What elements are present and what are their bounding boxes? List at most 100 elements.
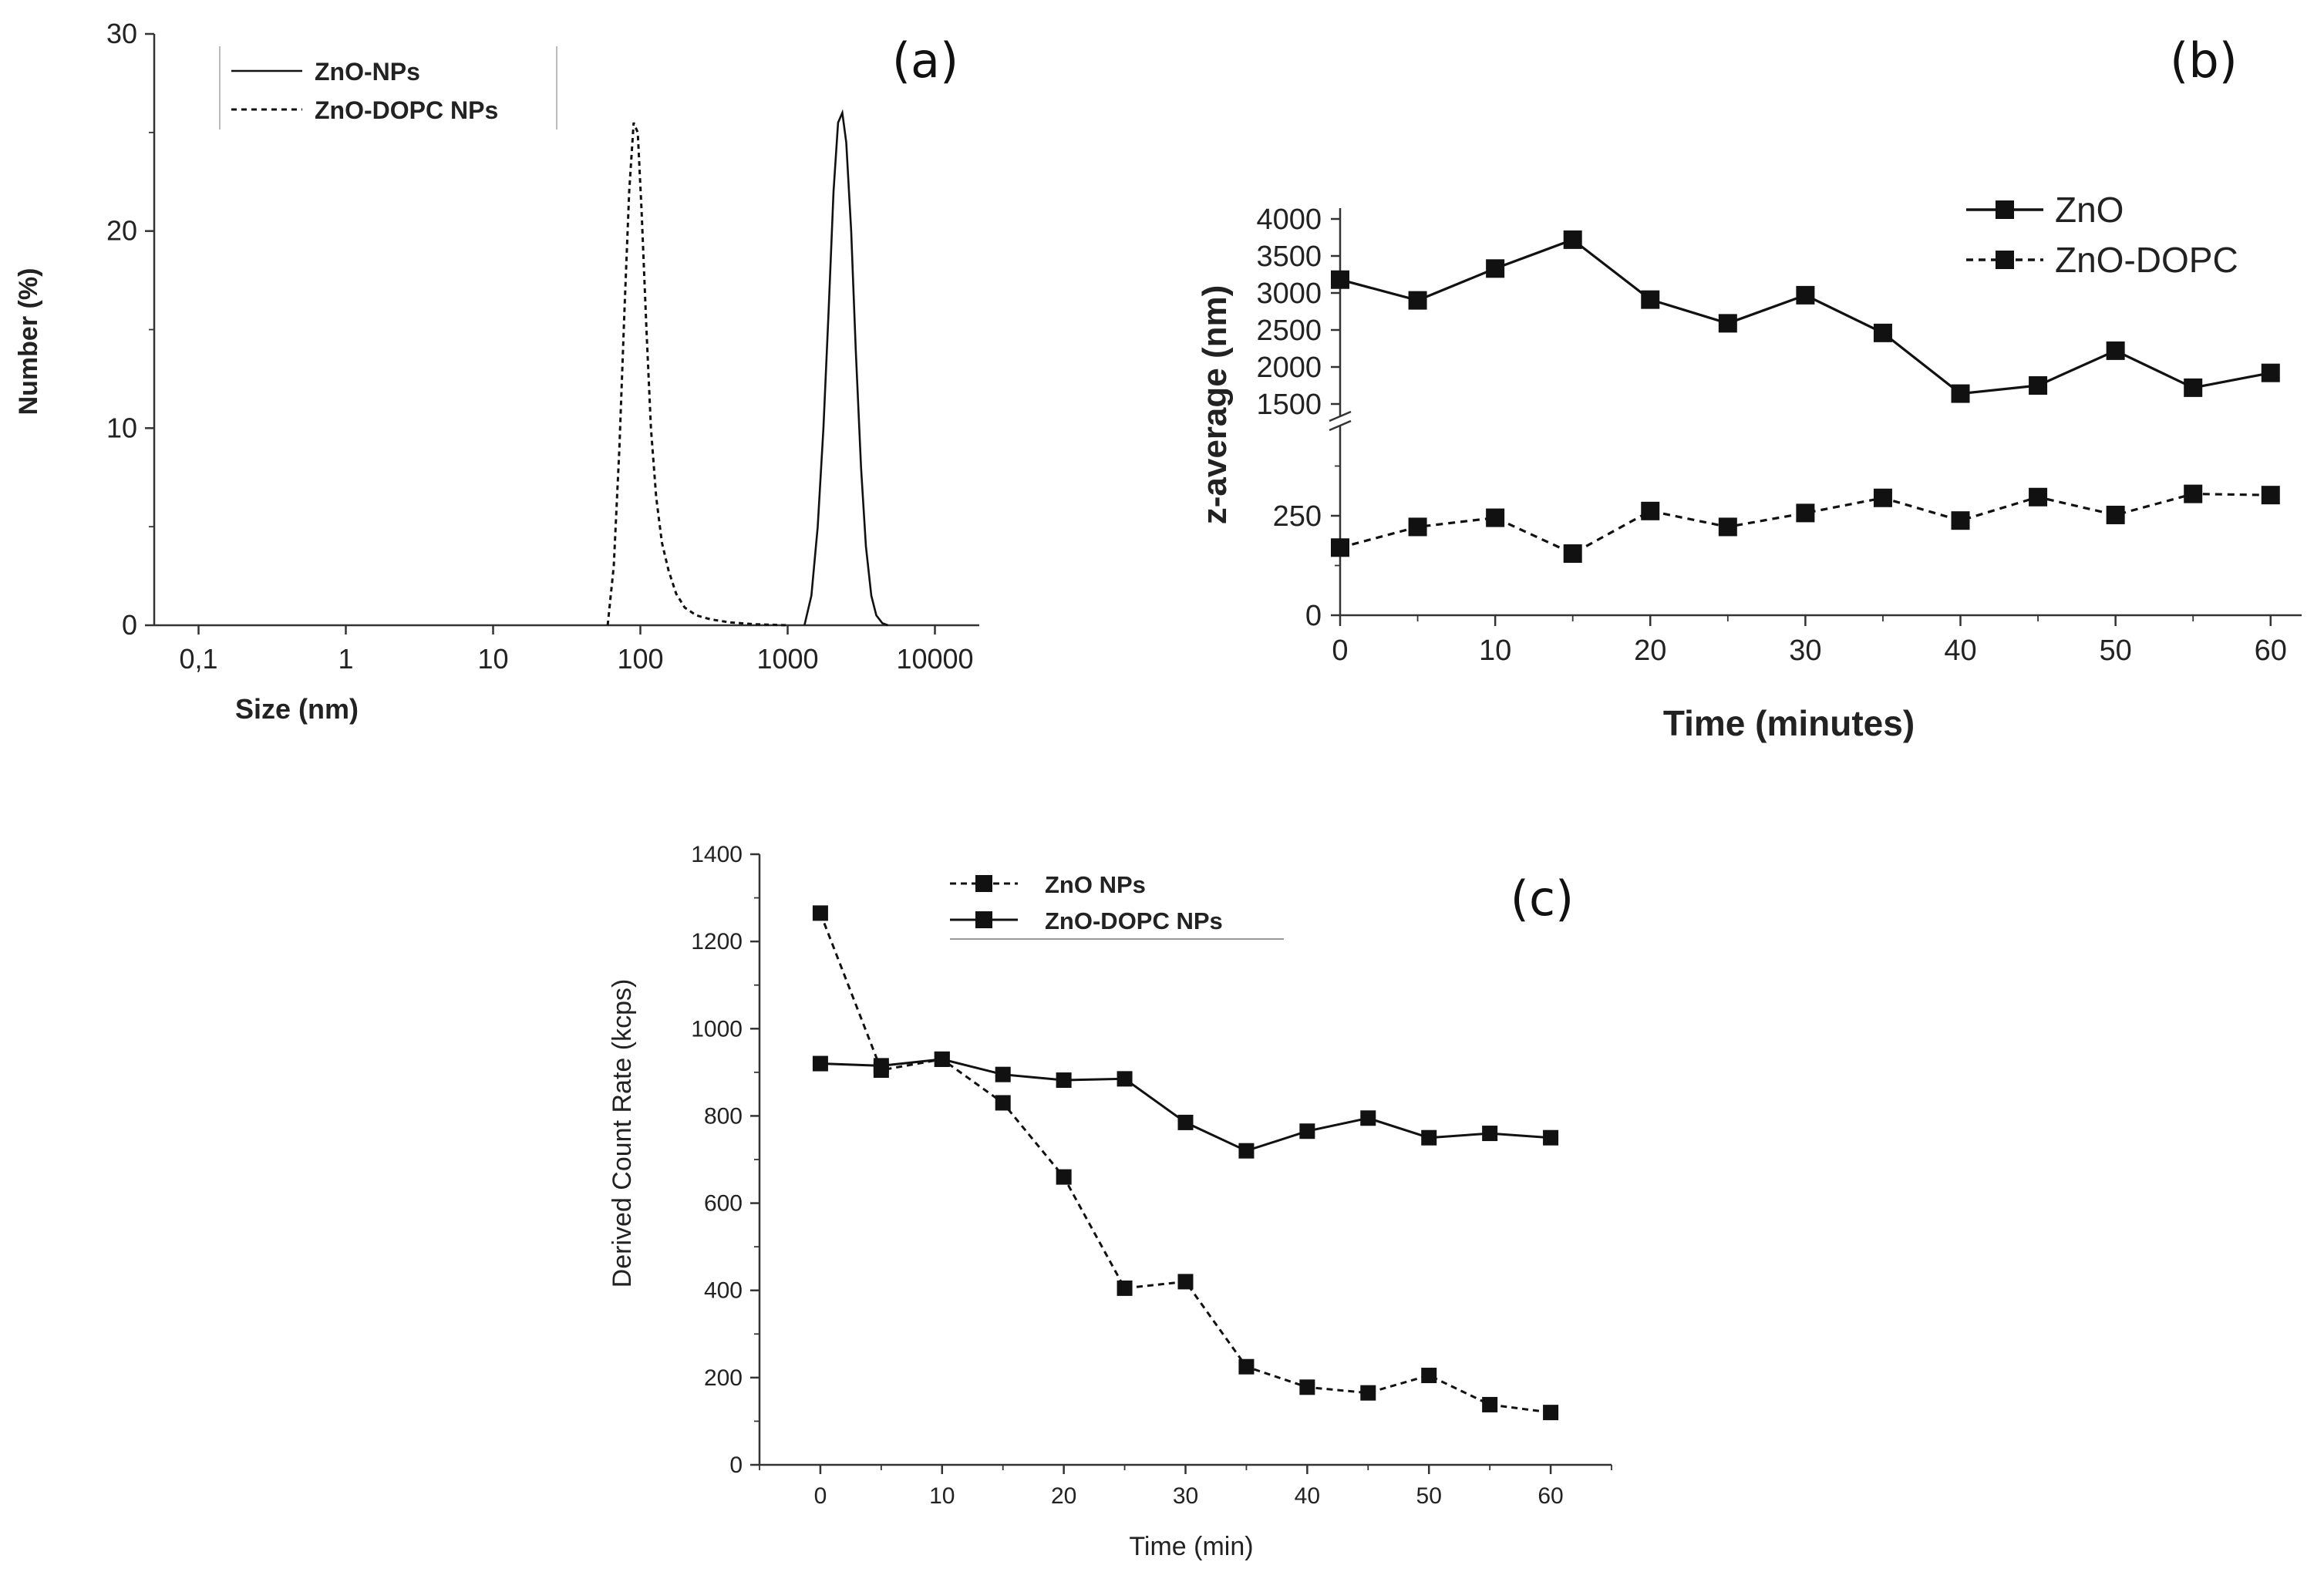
panel-c-zno-dopc-nps-marker [934, 1051, 950, 1067]
panel-c-zno-nps-marker [995, 1095, 1011, 1111]
panel-c-xtick-label: 10 [929, 1483, 955, 1509]
panel-b-ylabel: z-average (nm) [1196, 285, 1234, 525]
panel-a-xtick-label: 1000 [756, 643, 818, 675]
panel-c-ytick-label: 1000 [691, 1016, 743, 1042]
panel-b-zno-marker [2029, 376, 2048, 395]
panel-c-ytick-label: 800 [704, 1103, 743, 1129]
panel-b-zno-dopc-marker [1486, 508, 1505, 527]
panel-c-zno-dopc-nps-marker [1543, 1129, 1559, 1146]
panel-c-zno-nps-marker [1543, 1405, 1559, 1421]
panel-a-series-zno-nps-line [803, 109, 889, 627]
panel-c-ytick-label: 600 [704, 1191, 743, 1217]
legend-b-zno: ZnO [2055, 190, 2124, 230]
panel-c-ytick-label: 0 [729, 1453, 743, 1478]
panel-c-zno-dopc-nps-marker [1421, 1129, 1437, 1146]
panel-a-xlabel: Size (nm) [235, 693, 359, 725]
panel-c-zno-nps-marker [1482, 1396, 1498, 1412]
chart-panel-a: (a) Size (nm) Number (%) 0,1 1 10 100 1000 10… [14, 18, 979, 725]
panel-a-series-zno-dopc-nps-line [606, 122, 788, 627]
panel-c-zno-dopc-nps-marker [873, 1058, 889, 1074]
panel-c-zno-dopc-nps-marker [1299, 1123, 1315, 1139]
panel-b-zno-marker [1951, 384, 1970, 403]
panel-b-zno-marker [2184, 378, 2203, 397]
panel-b-zno-marker [2261, 363, 2280, 382]
panel-b-zno-dopc-marker [2184, 484, 2203, 503]
panel-a-ytick-label: 20 [106, 215, 137, 247]
panel-b-zno-dopc-marker [1563, 544, 1582, 564]
panel-a-xtick-label: 100 [617, 643, 663, 675]
chart-panel-c: (c) Time (min) Derived Count Rate (kcps)… [608, 842, 1612, 1561]
legend-c-zno-nps: ZnO NPs [1045, 871, 1146, 898]
panel-a-ylabel: Number (%) [14, 268, 43, 416]
panel-b-zno-marker [1796, 285, 1815, 305]
panel-b-ytick-label: 4000 [1256, 204, 1322, 236]
panel-c-zno-dopc-nps-marker [1177, 1114, 1194, 1130]
panel-c-zno-nps-marker [812, 905, 828, 921]
chart-panel-b: (b) Time (minutes) z-average (nm) 0 10 20 3… [1196, 32, 2302, 743]
panel-b-xtick-label: 0 [1332, 635, 1348, 667]
panel-b-zno-dopc-marker [1331, 538, 1349, 557]
panel-c-zno-dopc-nps-marker [1056, 1072, 1072, 1089]
panel-a-xtick-label: 1 [338, 643, 353, 675]
panel-b-zno-marker [1641, 290, 1660, 309]
panel-c-zno-dopc-nps-marker [1238, 1143, 1255, 1159]
panel-a-ytick-label: 10 [106, 412, 137, 443]
legend-c-zno-marker [975, 875, 992, 892]
panel-c-xtick-label: 40 [1295, 1483, 1320, 1509]
panel-c-ytick-label: 1400 [691, 842, 743, 867]
panel-b-axis-break-mark [1329, 419, 1352, 432]
panel-c-label: (c) [1511, 870, 1574, 927]
panel-b-zno-marker [1408, 291, 1427, 310]
panel-c-zno-nps-marker [1177, 1274, 1194, 1290]
panel-c-zno-dopc-nps-marker [812, 1055, 828, 1072]
panel-b-legend: ZnO ZnO-DOPC [1966, 190, 2238, 280]
legend-b-zno-marker [1996, 200, 2014, 219]
panel-c-ylabel: Derived Count Rate (kcps) [608, 979, 637, 1288]
panel-c-ytick-label: 400 [704, 1278, 743, 1304]
panel-b-ytick-label: 2500 [1256, 315, 1322, 347]
panel-c-zno-nps-marker [1056, 1169, 1072, 1185]
panel-b-zno-marker [2106, 341, 2125, 360]
panel-b-zno-marker [1563, 230, 1582, 249]
panel-b-ytick-label: 3500 [1256, 241, 1322, 273]
panel-b-zno-dopc-marker [1873, 488, 1892, 507]
panel-a-xtick-label: 10000 [896, 643, 973, 675]
panel-b-ytick-label: 250 [1273, 500, 1322, 533]
legend-c-zno-dopc-nps: ZnO-DOPC NPs [1045, 907, 1223, 934]
panel-c-zno-dopc-nps-marker [1117, 1071, 1133, 1087]
panel-b-zno-marker [1331, 270, 1349, 289]
panel-b-xtick-label: 10 [1479, 635, 1511, 667]
panel-c-zno-nps-marker [1299, 1379, 1315, 1395]
panel-c-xtick-label: 0 [814, 1483, 827, 1509]
panel-b-axis-break-mark [1329, 410, 1352, 422]
panel-b-zno-dopc-marker [2106, 505, 2125, 524]
panel-b-zno-dopc-marker [1718, 517, 1737, 537]
panel-a-legend: ZnO-NPs ZnO-DOPC NPs [219, 46, 557, 130]
panel-b-label: (b) [2170, 32, 2238, 89]
legend-b-zno-dopc-marker [1996, 251, 2014, 269]
panel-b-zno-dopc-marker [1641, 501, 1660, 520]
panel-b-xtick-label: 50 [2100, 635, 2132, 667]
panel-b-zno-dopc-marker [2029, 487, 2048, 507]
panel-b-xtick-label: 20 [1634, 635, 1666, 667]
panel-a-xtick-label: 0,1 [179, 643, 217, 675]
panel-b-ytick-label: 2000 [1256, 352, 1322, 384]
panel-b-zno-dopc-marker [2261, 486, 2280, 505]
panel-c-zno-dopc-nps-marker [995, 1066, 1011, 1082]
panel-b-xlabel: Time (minutes) [1663, 703, 1915, 743]
panel-b-zno-marker [1873, 323, 1892, 342]
panel-c-legend: ZnO NPs ZnO-DOPC NPs [950, 871, 1284, 940]
panel-c-xtick-label: 20 [1051, 1483, 1076, 1509]
panel-c-ytick-label: 1200 [691, 929, 743, 954]
legend-c-zno-dopc-marker [975, 911, 992, 928]
panel-b-xtick-label: 40 [1944, 635, 1976, 667]
panel-b-zno-marker [1718, 314, 1737, 333]
panel-c-ytick-label: 200 [704, 1365, 743, 1391]
panel-c-zno-nps-marker [1117, 1280, 1133, 1296]
panel-a-ytick-label: 0 [122, 609, 137, 641]
panel-c-xtick-label: 60 [1538, 1483, 1563, 1509]
panel-c-xlabel: Time (min) [1129, 1532, 1253, 1561]
panel-a-ytick-label: 30 [106, 18, 137, 49]
panel-b-series-zno-dopc-line [1339, 492, 2271, 555]
